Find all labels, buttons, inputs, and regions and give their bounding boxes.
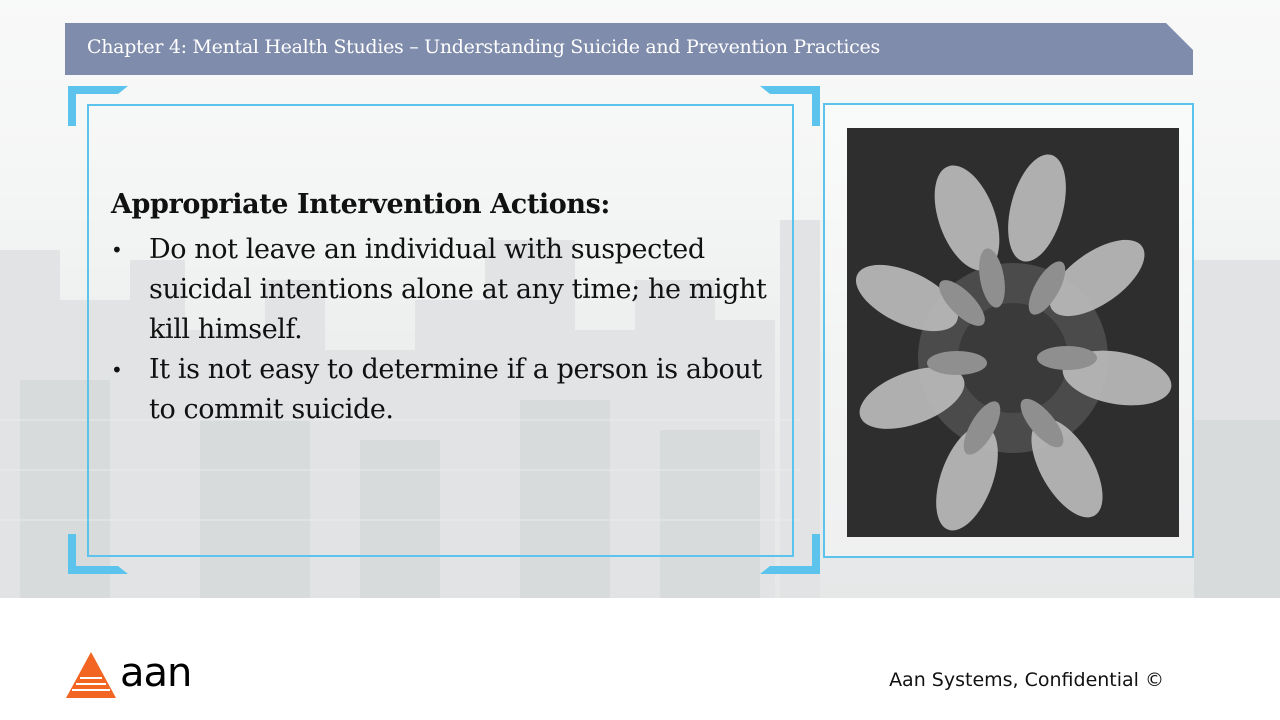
bullet-list: • Do not leave an individual with suspec…: [111, 230, 771, 430]
corner-bracket-bottom-left-icon: [68, 534, 128, 574]
corner-bracket-top-right-icon: [760, 86, 820, 126]
hands-circle-illustration: [847, 128, 1179, 537]
section-heading: Appropriate Intervention Actions:: [111, 189, 610, 220]
bullet-dot-icon: •: [111, 358, 123, 382]
header-banner: Chapter 4: Mental Health Studies – Under…: [65, 23, 1193, 75]
confidential-notice: Aan Systems, Confidential ©: [889, 669, 1164, 691]
list-item-text: It is not easy to determine if a person …: [149, 354, 762, 425]
list-item: • Do not leave an individual with suspec…: [111, 230, 771, 350]
logo-wordmark: aan: [120, 650, 192, 696]
aan-logo-triangle-icon: [66, 652, 116, 698]
corner-bracket-top-left-icon: [68, 86, 128, 126]
page-title: Chapter 4: Mental Health Studies – Under…: [87, 36, 880, 58]
content-block: Appropriate Intervention Actions: • Do n…: [111, 189, 771, 430]
bullet-dot-icon: •: [111, 238, 123, 262]
text-panel-frame: [87, 104, 794, 557]
list-item-text: Do not leave an individual with suspecte…: [149, 234, 767, 345]
list-item: • It is not easy to determine if a perso…: [111, 350, 771, 430]
aan-logo: aan: [66, 650, 196, 702]
hands-in-circle-photo: [847, 128, 1179, 537]
corner-bracket-bottom-right-icon: [760, 534, 820, 574]
